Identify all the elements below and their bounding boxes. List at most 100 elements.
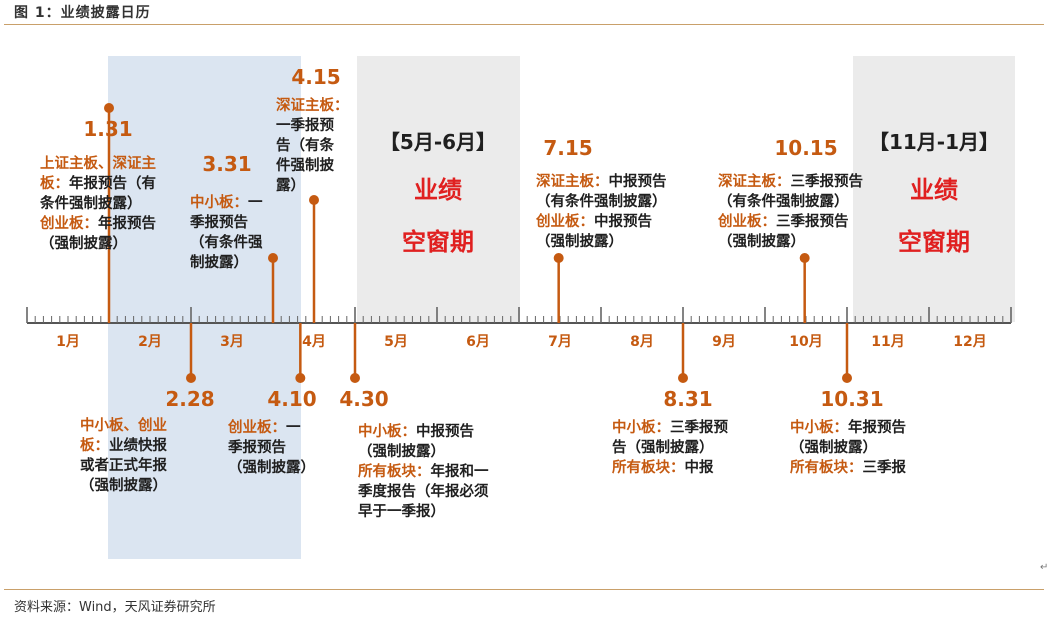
event-desc-line: 告（强制披露）: [612, 438, 714, 456]
event-10-15: 10.15 深证主板：三季报预告 （有条件强制披露） 创业板：三季报预告 （强制披露）: [717, 136, 863, 323]
board-name: 板：: [80, 436, 109, 454]
event-dot: [842, 373, 852, 383]
month-label: 6月: [466, 334, 490, 350]
disclosure-text: 中报预告: [594, 212, 652, 230]
event-dot: [350, 373, 360, 383]
board-name: 板：: [40, 174, 69, 192]
disclosure-text: （有条件强制披露）: [718, 192, 849, 210]
disclosure-text: （强制披露）: [718, 232, 805, 250]
paragraph-mark-icon: ↵: [1040, 562, 1048, 573]
event-desc-line: 创业板：一: [227, 418, 301, 436]
window-shade-may-jun: [357, 56, 520, 322]
window-line-1: 业绩: [910, 176, 958, 204]
window-line-1: 业绩: [414, 176, 462, 204]
month-label: 4月: [302, 334, 326, 350]
board-name: 中小板：: [358, 422, 416, 440]
disclosure-text: 中报: [685, 458, 714, 476]
disclosure-text: 三季报预: [670, 418, 728, 436]
event-desc-line: （强制披露）: [80, 476, 167, 494]
event-desc-line: 板：年报预告（有: [40, 174, 156, 192]
disclosure-text: （强制披露）: [536, 232, 623, 250]
disclosure-text: （强制披露）: [80, 476, 167, 494]
event-desc-line: 上证主板、深证主: [40, 154, 156, 172]
disclosure-text: 年报和一: [431, 462, 489, 480]
disclosure-text: （强制披露）: [228, 458, 315, 476]
event-desc-line: 中小板：中报预告: [358, 422, 474, 440]
disclosure-text: 条件强制披露）: [39, 194, 142, 212]
event-desc-line: 所有板块：中报: [612, 458, 714, 476]
event-dot: [678, 373, 688, 383]
disclosure-text: 一季报预: [276, 116, 334, 134]
board-name: 创业板：: [39, 214, 98, 232]
event-desc-line: 中小板：年报预告: [790, 418, 906, 436]
month-label: 5月: [384, 334, 408, 350]
event-date-label: 3.31: [202, 152, 251, 176]
event-desc-line: 一季报预: [276, 116, 334, 134]
event-desc-line: 创业板：三季报预告: [717, 212, 849, 230]
event-date-label: 10.31: [820, 387, 883, 411]
disclosure-text: 告（有条: [276, 136, 334, 154]
event-desc-line: （强制披露）: [536, 232, 623, 250]
event-desc-line: （强制披露）: [790, 438, 877, 456]
event-date-label: 10.15: [774, 136, 837, 160]
event-dot: [268, 253, 278, 263]
board-name: 中小板：: [790, 418, 848, 436]
month-label: 11月: [871, 334, 904, 350]
top-divider: [4, 24, 1044, 25]
board-name: 所有板块：: [612, 458, 685, 476]
event-desc-line: （强制披露）: [40, 234, 127, 252]
disclosure-text: 或者正式年报: [80, 456, 167, 474]
event-desc-line: 中小板：一: [190, 193, 263, 211]
event-date-label: 4.15: [291, 65, 340, 89]
event-desc-line: （强制披露）: [718, 232, 805, 250]
disclosure-text: 一: [286, 420, 301, 436]
board-name: 深证主板：: [718, 172, 791, 190]
disclosure-text: 一: [248, 195, 263, 211]
event-desc-line: 条件强制披露）: [39, 194, 142, 212]
bottom-divider: [4, 589, 1044, 590]
disclosure-text: 告（强制披露）: [612, 438, 714, 456]
event-4-30: 4.30 中小板：中报预告 （强制披露） 所有板块：年报和一季度报告（年报必须早于一季…: [339, 323, 489, 520]
month-label: 10月: [789, 334, 822, 350]
disclosure-text: 年报预告: [848, 418, 906, 436]
event-desc-line: （有条件强制披露）: [718, 192, 849, 210]
event-1-31: 1.31 上证主板、深证主板：年报预告（有条件强制披露） 创业板：年报预告 （强制披露…: [39, 103, 156, 323]
event-desc-line: （有条件强制披露）: [536, 192, 667, 210]
event-date-label: 7.15: [543, 136, 592, 160]
month-label: 7月: [548, 334, 572, 350]
window-label: 【11月-1月】: [869, 130, 999, 154]
event-desc-line: 所有板块：三季报: [790, 458, 906, 476]
window-shade-nov-jan: [853, 56, 1015, 322]
event-desc-line: （强制披露）: [228, 458, 315, 476]
month-label: 1月: [56, 334, 80, 350]
figure-title: 图 1：业绩披露日历: [14, 5, 151, 21]
disclosure-text: （有条件强制披露）: [536, 192, 667, 210]
disclosure-text: 业绩快报: [109, 436, 167, 454]
event-desc-line: 中小板、创业: [80, 416, 167, 434]
window-line-2: 空窗期: [898, 228, 970, 256]
board-name: 中小板：: [190, 193, 248, 211]
event-desc-line: 深证主板：: [276, 96, 349, 114]
disclosure-text: 露）: [276, 176, 305, 194]
event-desc-line: 或者正式年报: [80, 456, 167, 474]
window-line-2: 空窗期: [402, 228, 474, 256]
disclosure-text: （有条件强: [190, 233, 263, 251]
event-desc-line: 深证主板：三季报预告: [718, 172, 863, 190]
event-dot: [295, 373, 306, 383]
board-name: 创业板：: [227, 418, 286, 436]
board-name: 创业板：: [717, 212, 776, 230]
disclosure-text: （强制披露）: [40, 234, 127, 252]
event-desc-line: 告（有条: [276, 136, 334, 154]
event-date-label: 4.30: [339, 387, 388, 411]
disclosure-text: 三季报: [863, 458, 907, 476]
disclosure-text: 中报预告: [609, 172, 667, 190]
event-desc-line: 所有板块：年报和一: [358, 462, 489, 480]
event-dot: [309, 195, 319, 205]
disclosure-text: 年报预告（有: [69, 174, 156, 192]
board-name: 上证主板、深证主: [40, 154, 156, 172]
event-desc-line: 板：业绩快报: [80, 436, 167, 454]
event-8-31: 8.31 中小板：三季报预告（强制披露） 所有板块：中报: [612, 323, 728, 476]
